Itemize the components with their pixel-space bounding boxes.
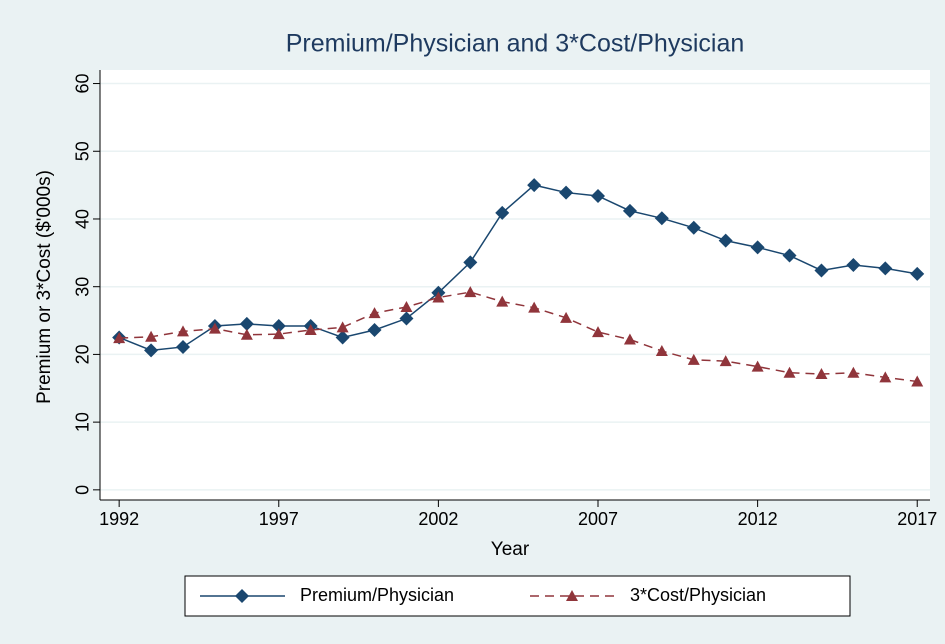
x-tick-label: 2017 [897,509,937,529]
data-point [368,307,381,319]
data-point [814,263,829,278]
x-tick-label: 2007 [578,509,618,529]
data-point [367,323,382,338]
legend-label: 3*Cost/Physician [630,585,766,605]
data-point [559,185,574,200]
data-point [847,366,860,378]
data-point [878,261,893,276]
data-point [910,266,925,281]
data-point [272,328,285,340]
data-point [336,321,349,333]
data-point [719,355,732,367]
data-point [271,318,286,333]
data-point [686,220,701,235]
y-tick-label: 0 [73,485,93,495]
y-tick-label: 50 [73,141,93,161]
data-point [144,343,159,358]
data-point [751,360,764,372]
data-point [208,322,221,334]
plot-area [100,70,930,500]
data-point [464,286,477,298]
data-point [846,258,861,273]
data-point [687,353,700,365]
data-point [304,324,317,336]
data-point [879,371,892,383]
y-tick-label: 60 [73,74,93,94]
data-point [239,316,254,331]
data-point [560,311,573,323]
y-axis-title: Premium or 3*Cost ($'000s) [34,170,55,404]
data-point [400,301,413,313]
data-point [177,325,189,337]
data-point [815,368,828,380]
y-tick-label: 30 [73,277,93,297]
data-point [240,328,253,340]
data-point [528,301,541,313]
data-point [496,295,509,307]
data-point [655,345,668,357]
data-point [718,233,733,248]
x-tick-label: 2012 [738,509,778,529]
data-point [591,188,605,203]
x-tick-label: 2002 [418,509,458,529]
data-point [527,178,542,193]
data-point [463,255,478,270]
data-point [783,366,796,378]
data-point [113,332,126,344]
data-point [622,203,637,218]
data-point [911,375,924,387]
legend-marker [235,589,249,603]
legend-label: Premium/Physician [300,585,454,605]
legend-marker [566,590,578,601]
y-tick-label: 20 [73,344,93,364]
x-tick-label: 1997 [259,509,299,529]
data-point [176,339,190,354]
data-point [495,205,510,220]
data-point [399,311,414,326]
series-line [119,291,918,383]
y-tick-label: 40 [73,209,93,229]
data-point [750,240,765,255]
x-tick-label: 1992 [99,509,139,529]
legend-box [184,575,851,617]
chart-title: Premium/Physician and 3*Cost/Physician [286,30,745,58]
data-point [782,248,797,263]
data-point [145,330,158,342]
data-point [335,330,350,345]
data-point [623,333,636,345]
data-point [432,291,445,303]
x-axis-title: Year [491,539,530,560]
data-point [654,211,669,226]
y-tick-label: 10 [73,412,93,432]
data-point [592,326,604,338]
